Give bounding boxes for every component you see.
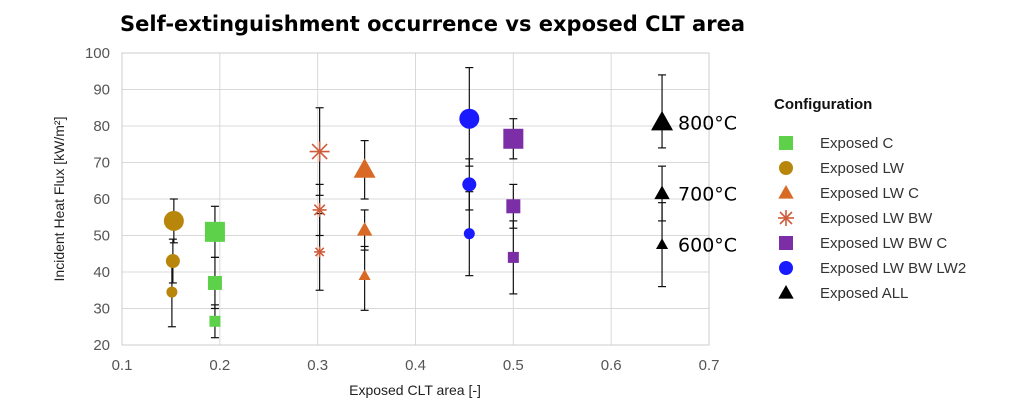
y-tick-label: 90: [93, 82, 110, 99]
temperature-label: 700°C: [678, 184, 737, 206]
x-tick-label: 0.4: [405, 357, 426, 374]
legend-item: Exposed LW: [779, 160, 905, 177]
data-point: [462, 177, 477, 192]
data-point: [309, 141, 330, 162]
data-point: [503, 128, 524, 149]
y-tick-label: 80: [93, 118, 110, 135]
asterisk-stroke: [313, 204, 326, 216]
legend-label: Exposed LW: [820, 160, 905, 177]
temperature-annotations: 800°C 700°C 600°C: [678, 112, 737, 256]
y-tick-label: 60: [93, 191, 110, 208]
legend-label: Exposed LW BW LW2: [820, 260, 966, 277]
legend-marker: [779, 136, 793, 150]
legend-label: Exposed LW BW: [820, 210, 933, 227]
legend-marker: [778, 184, 794, 199]
data-point: [166, 286, 178, 298]
data-point: [209, 315, 221, 327]
asterisk-stroke: [311, 143, 328, 160]
x-axis-title: Exposed CLT area [-]: [349, 382, 481, 398]
temperature-label: 800°C: [678, 112, 737, 134]
data-point: [356, 221, 373, 236]
data-point: [358, 269, 371, 281]
x-tick-label: 0.3: [307, 357, 328, 374]
legend-label: Exposed LW BW C: [820, 235, 947, 252]
data-point: [507, 251, 519, 263]
axes: Exposed CLT area [-] Incident Heat Flux …: [51, 45, 719, 398]
error-bars: [167, 66, 667, 339]
data-point: [654, 185, 670, 200]
asterisk-stroke: [779, 211, 793, 225]
plot-frame: [121, 52, 710, 346]
y-tick-label: 50: [93, 228, 110, 245]
temperature-label: 600°C: [678, 235, 737, 257]
data-point: [463, 228, 475, 240]
chart-title: Self-extinguishment occurrence vs expose…: [120, 12, 745, 36]
legend-label: Exposed ALL: [820, 285, 908, 302]
x-tick-label: 0.6: [601, 357, 622, 374]
x-tick-label: 0.5: [503, 357, 524, 374]
y-axis-title: Incident Heat Flux [kW/m²]: [51, 117, 67, 282]
legend-item: Exposed C: [779, 135, 894, 152]
y-tick-label: 40: [93, 264, 110, 281]
legend-item: Exposed ALL: [778, 284, 908, 302]
legend-title: Configuration: [774, 96, 872, 113]
data-point: [165, 254, 180, 269]
legend-label: Exposed C: [820, 135, 894, 152]
data-markers: [163, 108, 674, 327]
legend-item: Exposed LW BW LW2: [779, 260, 966, 277]
y-tick-label: 20: [93, 337, 110, 354]
y-tick-label: 30: [93, 301, 110, 318]
data-point: [163, 210, 184, 231]
legend-item: Exposed LW C: [778, 184, 919, 202]
legend-label: Exposed LW C: [820, 185, 919, 202]
grid: [121, 52, 710, 346]
data-point: [314, 246, 326, 258]
data-point: [655, 238, 669, 250]
legend-marker: [779, 236, 793, 250]
legend-marker: [779, 261, 793, 275]
legend-item: Exposed LW BW: [778, 210, 933, 227]
data-point: [459, 108, 480, 129]
legend-marker: [778, 210, 794, 226]
legend-marker: [779, 161, 793, 175]
data-point: [353, 158, 376, 178]
legend: Configuration Exposed C Exposed LW Exposed…: [774, 96, 966, 302]
y-tick-label: 100: [85, 45, 110, 62]
data-point: [312, 202, 327, 217]
legend-marker: [778, 284, 794, 299]
legend-item: Exposed LW BW C: [779, 235, 947, 252]
x-tick-label: 0.7: [699, 357, 720, 374]
data-point: [651, 110, 674, 131]
data-point: [207, 275, 222, 290]
x-tick-label: 0.2: [209, 357, 230, 374]
asterisk-stroke: [314, 247, 325, 257]
data-point: [204, 221, 225, 242]
x-tick-label: 0.1: [112, 357, 133, 374]
data-point: [506, 199, 521, 214]
y-tick-label: 70: [93, 155, 110, 172]
